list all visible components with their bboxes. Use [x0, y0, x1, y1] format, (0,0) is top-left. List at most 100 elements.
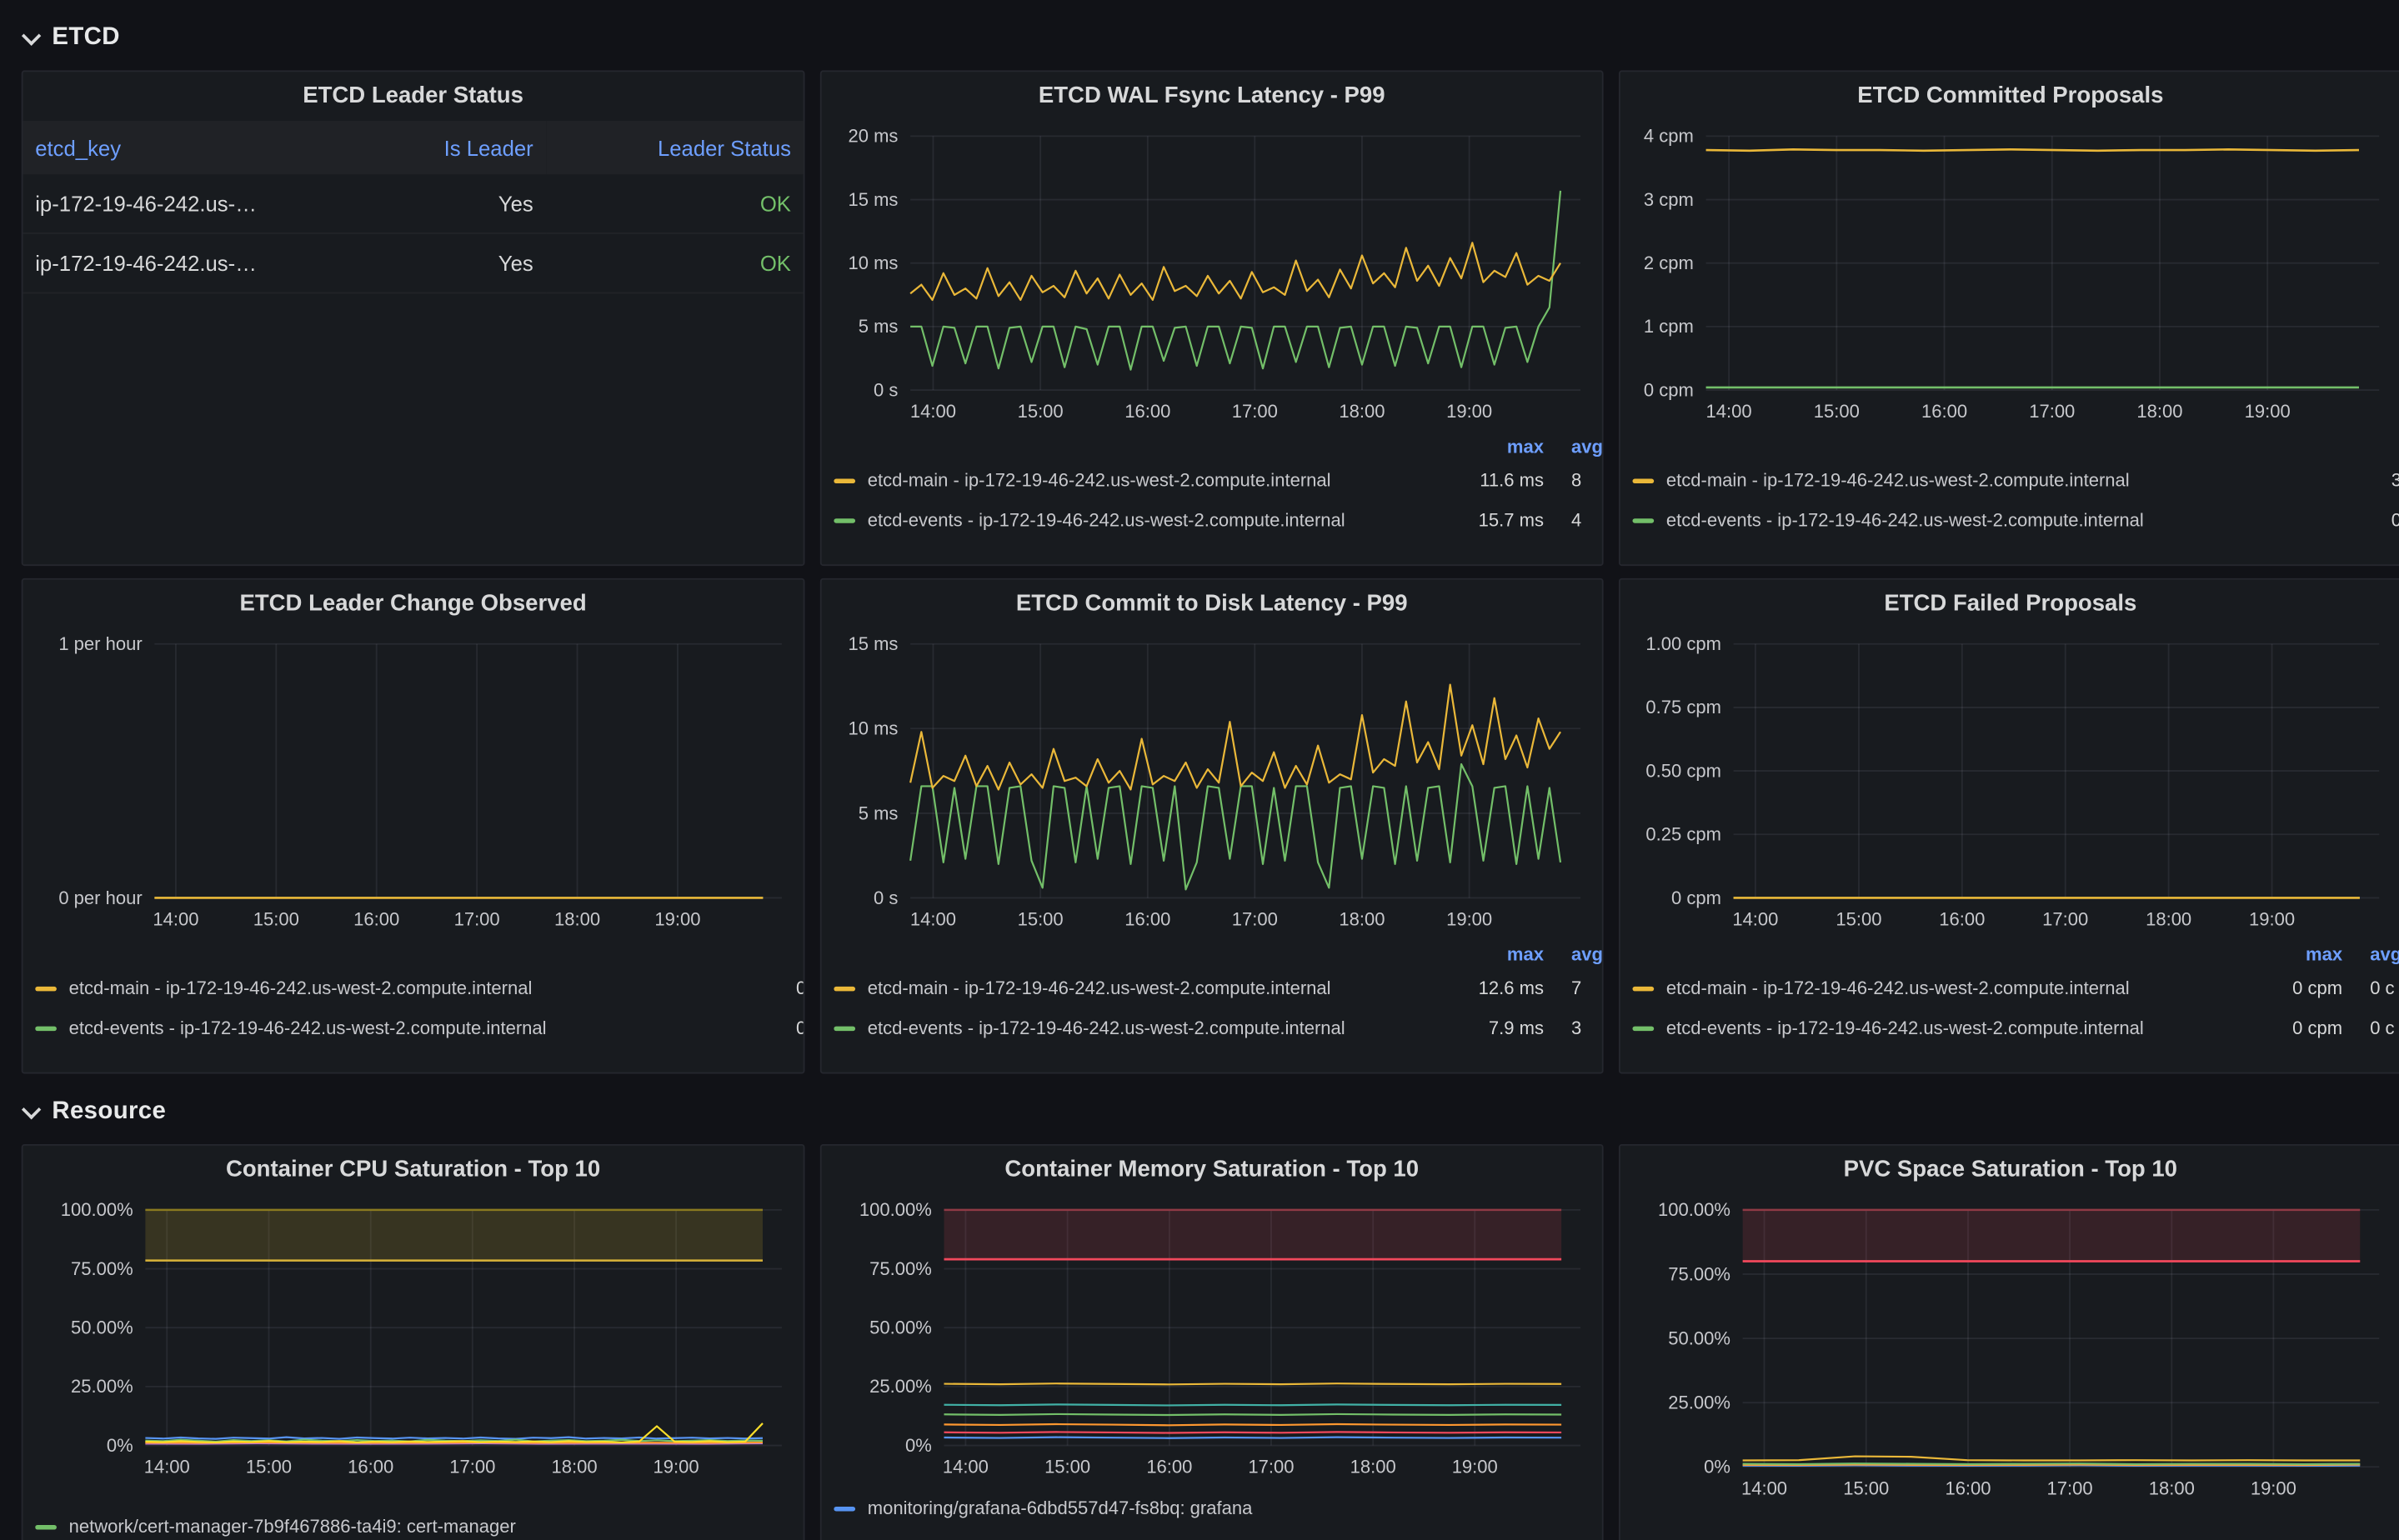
series-line — [909, 683, 1561, 791]
panel-title-committed-proposals[interactable]: ETCD Committed Proposals — [1857, 82, 2164, 109]
x-axis-label: 18:00 — [551, 1457, 597, 1478]
series-line — [910, 190, 1562, 371]
y-axis-label: 25.00% — [71, 1376, 133, 1397]
x-axis-label: 19:00 — [2245, 401, 2291, 422]
panel-container-cpu-saturation: Container CPU Saturation - Top 10 0% 25.0… — [21, 1143, 805, 1540]
series-name[interactable]: etcd-main - ip-172-19-46-242.us-west-2.c… — [1665, 977, 2130, 999]
series-color-marker — [834, 518, 856, 522]
memory-saturation-chart[interactable]: 0% 25.00% 50.00% 75.00% 100.00% 14:00 15:00 16:… — [834, 1195, 1590, 1486]
y-axis-label: 3 cpm — [1644, 189, 1694, 210]
series-name[interactable]: monitoring/grafana-6dbd557d47-fs8bq: gra… — [867, 1497, 1253, 1519]
leader-status-table: etcd_key Is Leader Leader Status ip-172-… — [23, 121, 804, 294]
y-axis-label: 1.00 cpm — [1645, 633, 1721, 654]
x-axis-label: 18:00 — [2146, 908, 2191, 929]
failed-proposals-chart[interactable]: 0 cpm 0.25 cpm 0.50 cpm 0.75 cpm 1.00 cpm 14:… — [1632, 628, 2388, 938]
column-header-leader-status[interactable]: Leader Status — [545, 121, 804, 175]
x-axis-label: 14:00 — [943, 1457, 989, 1478]
x-axis-label: 18:00 — [1350, 1457, 1396, 1478]
legend-row: etcd-main - ip-172-19-46-242.us-west-2.c… — [1632, 968, 2399, 1008]
legend-col-max[interactable]: max — [1506, 436, 1545, 458]
series-name[interactable]: etcd-main - ip-172-19-46-242.us-west-2.c… — [867, 977, 1331, 999]
legend-col-max[interactable]: max — [782, 944, 804, 966]
section-header-resource[interactable]: Resource — [21, 1086, 2399, 1138]
wal-fsync-chart[interactable]: 0 s 5 ms 10 ms 15 ms 20 ms 14:00 15:00 16:00 17:… — [834, 121, 1590, 430]
series-color-marker — [834, 478, 856, 483]
panel-title-leader-status[interactable]: ETCD Leader Status — [303, 82, 523, 109]
x-axis-label: 15:00 — [1044, 1457, 1090, 1478]
y-axis-label: 2 cpm — [1644, 252, 1694, 273]
panel-title-leader-change[interactable]: ETCD Leader Change Observed — [239, 590, 587, 617]
legend-avg-value: 0 c — [2370, 1017, 2395, 1039]
series-color-marker — [834, 985, 856, 991]
pvc-saturation-chart[interactable]: 0% 25.00% 50.00% 75.00% 100.00% 14:00 15:00 16:… — [1632, 1195, 2388, 1507]
series-name[interactable]: etcd-main - ip-172-19-46-242.us-west-2.c… — [867, 469, 1331, 492]
chart-canvas[interactable]: 0 cpm 0.25 cpm 0.50 cpm 0.75 cpm 1.00 cpm 14:… — [1632, 628, 2388, 938]
legend-row: network/cert-manager-7b9f467886-ta4i9: c… — [35, 1507, 803, 1540]
series-name[interactable]: etcd-events - ip-172-19-46-242.us-west-2… — [867, 509, 1345, 531]
panel-container-memory-saturation: Container Memory Saturation - Top 10 0% 2… — [819, 1143, 1604, 1540]
x-axis-label: 15:00 — [246, 1457, 292, 1478]
x-axis-label: 19:00 — [1446, 401, 1492, 422]
series-line — [1742, 1462, 2361, 1466]
series-name[interactable]: etcd-events - ip-172-19-46-242.us-west-2… — [68, 1017, 547, 1039]
series-line — [1742, 1455, 2361, 1462]
legend-header: max avg — [834, 432, 1602, 460]
chart-canvas[interactable]: 0 per hour 1 per hour 14:00 15:00 16:00 17:00… — [35, 628, 791, 938]
chart-canvas[interactable]: 0 s 5 ms 10 ms 15 ms 20 ms 14:00 15:00 16:00 17:… — [834, 121, 1590, 430]
fill-band — [944, 1209, 1562, 1260]
cell-is-leader: Yes — [288, 232, 546, 294]
legend-max-value: 0 per hour — [782, 978, 804, 999]
x-axis-label: 17:00 — [1232, 908, 1278, 929]
panel-title-pvc-saturation[interactable]: PVC Space Saturation - Top 10 — [1843, 1156, 2178, 1182]
series-name[interactable]: etcd-events - ip-172-19-46-242.us-west-2… — [1665, 1017, 2144, 1039]
table-row[interactable]: ip-172-19-46-242.us-… Yes OK — [23, 174, 804, 234]
cpu-saturation-chart[interactable]: 0% 25.00% 50.00% 75.00% 100.00% 14:00 15:00 16:… — [35, 1195, 791, 1486]
panel-title-wal-fsync[interactable]: ETCD WAL Fsync Latency - P99 — [1038, 82, 1385, 109]
legend-col-avg[interactable]: avg — [1571, 436, 1602, 458]
chart-canvas[interactable]: 0 s 5 ms 10 ms 15 ms 14:00 15:00 16:00 17:00 18:… — [834, 628, 1590, 938]
series-name[interactable]: etcd-events - ip-172-19-46-242.us-west-2… — [1665, 509, 2144, 531]
section-header-etcd[interactable]: ETCD — [21, 12, 2399, 64]
panel-title-memory-saturation[interactable]: Container Memory Saturation - Top 10 — [1004, 1156, 1420, 1182]
series-line — [944, 1382, 1562, 1386]
x-axis-label: 16:00 — [1146, 1457, 1192, 1478]
fill-band — [1742, 1209, 2361, 1262]
committed-proposals-chart[interactable]: 0 cpm 1 cpm 2 cpm 3 cpm 4 cpm 14:00 15:00 16:00… — [1632, 121, 2388, 430]
chevron-down-icon — [21, 25, 42, 45]
panel-title-commit-disk[interactable]: ETCD Commit to Disk Latency - P99 — [1015, 590, 1408, 617]
table-row[interactable]: ip-172-19-46-242.us-… Yes OK — [23, 232, 804, 294]
column-header-is-leader[interactable]: Is Leader — [288, 121, 546, 175]
series-name[interactable]: network/cert-manager-7b9f467886-ta4i9: c… — [68, 1515, 516, 1538]
x-axis-label: 17:00 — [1232, 401, 1278, 422]
chart-canvas[interactable]: 0% 25.00% 50.00% 75.00% 100.00% 14:00 15:00 16:… — [1632, 1195, 2388, 1507]
column-header-etcd-key[interactable]: etcd_key — [23, 121, 288, 175]
fill-band — [145, 1209, 763, 1261]
series-name[interactable]: etcd-events - ip-172-19-46-242.us-west-2… — [867, 1017, 1345, 1039]
leader-change-chart[interactable]: 0 per hour 1 per hour 14:00 15:00 16:00 17:00… — [35, 628, 791, 938]
y-axis-label: 10 ms — [848, 718, 898, 739]
legend-col-avg[interactable]: avg — [2370, 943, 2399, 966]
legend-col-max[interactable]: max — [1506, 943, 1545, 966]
chart-canvas[interactable]: 0% 25.00% 50.00% 75.00% 100.00% 14:00 15:00 16:… — [834, 1195, 1590, 1486]
panel-title-failed-proposals[interactable]: ETCD Failed Proposals — [1884, 590, 2137, 617]
series-name[interactable]: etcd-main - ip-172-19-46-242.us-west-2.c… — [1665, 469, 2130, 492]
chart-canvas[interactable]: 0% 25.00% 50.00% 75.00% 100.00% 14:00 15:00 16:… — [35, 1195, 791, 1486]
chart-canvas[interactable]: 0 cpm 1 cpm 2 cpm 3 cpm 4 cpm 14:00 15:00 16:00… — [1632, 121, 2388, 430]
panel-title-cpu-saturation[interactable]: Container CPU Saturation - Top 10 — [225, 1156, 601, 1182]
legend-max-value: 0 cpm — [2292, 977, 2343, 999]
panel-etcd-wal-fsync-latency: ETCD WAL Fsync Latency - P99 0 s 5 ms 10 m… — [819, 70, 1604, 567]
x-axis-label: 16:00 — [1921, 401, 1967, 422]
y-axis-label: 0.25 cpm — [1645, 824, 1721, 845]
x-axis-label: 17:00 — [2042, 908, 2088, 929]
panel-pvc-space-saturation: PVC Space Saturation - Top 10 0% 25.00% 50… — [1618, 1143, 2399, 1540]
commit-disk-chart[interactable]: 0 s 5 ms 10 ms 15 ms 14:00 15:00 16:00 17:00 18:… — [834, 628, 1590, 938]
legend-col-max[interactable]: max — [2306, 943, 2343, 966]
series-name[interactable]: etcd-main - ip-172-19-46-242.us-west-2.c… — [68, 977, 533, 999]
legend-col-max[interactable]: max — [2379, 436, 2399, 458]
cell-etcd-key: ip-172-19-46-242.us-… — [23, 174, 288, 234]
y-axis-label: 75.00% — [1668, 1263, 1730, 1284]
panel-etcd-commit-disk-latency: ETCD Commit to Disk Latency - P99 0 s 5 m… — [819, 578, 1604, 1074]
legend-col-avg[interactable]: avg — [1571, 943, 1602, 966]
x-axis-label: 19:00 — [654, 908, 700, 929]
